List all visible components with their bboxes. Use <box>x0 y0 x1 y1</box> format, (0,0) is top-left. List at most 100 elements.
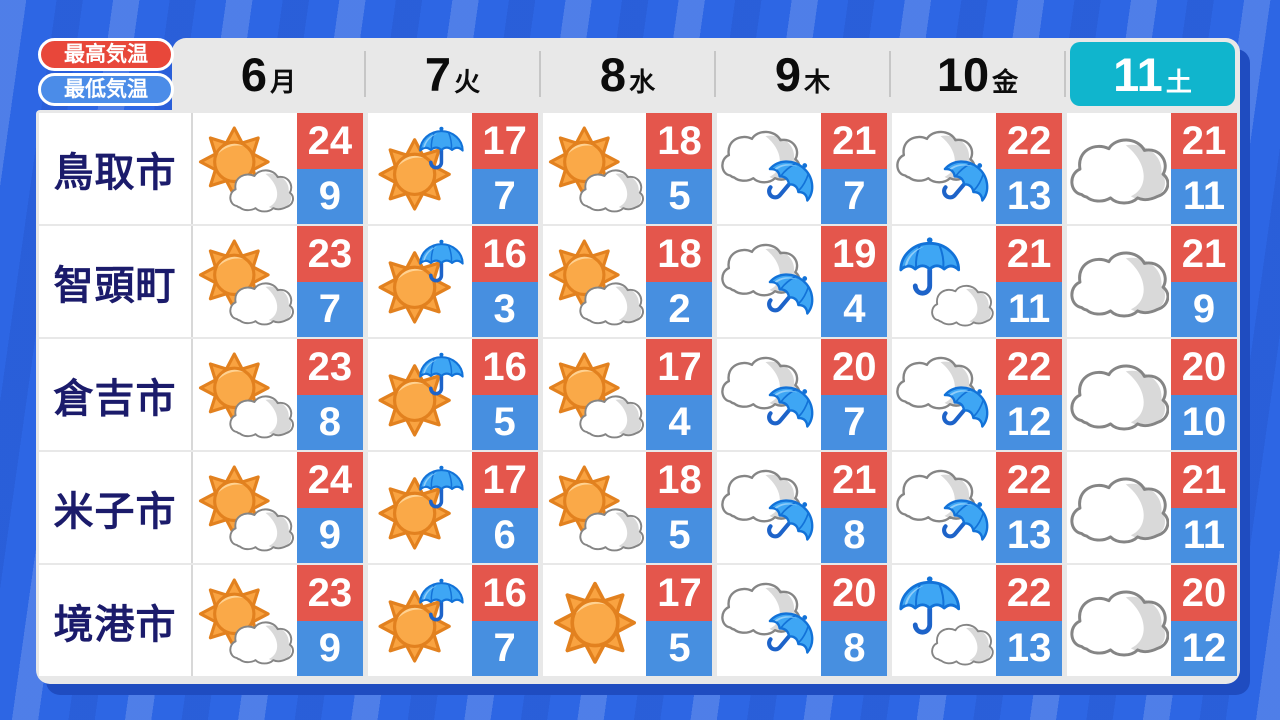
low-temp: 7 <box>471 168 538 224</box>
cloud-icon <box>1069 345 1169 445</box>
low-temp: 7 <box>296 281 363 337</box>
table-row-chizu: 智頭町 23 7 16 3 18 2 19 4 21 11 21 9 <box>39 226 1237 337</box>
forecast-cell: 16 3 <box>367 226 538 337</box>
forecast-cell: 21 9 <box>1067 226 1237 337</box>
umbrella-cloud-icon <box>894 571 994 671</box>
sun-cloud-icon <box>195 232 295 332</box>
sun-umbrella-icon <box>370 458 470 558</box>
high-temp: 20 <box>1170 339 1237 395</box>
sun-icon <box>545 571 645 671</box>
cloud-umbrella-icon <box>719 119 819 219</box>
high-temp: 19 <box>821 226 888 282</box>
low-temp-legend-badge: 最低気温 <box>38 73 174 106</box>
table-row-sakaiminato: 境港市 23 9 16 7 17 5 20 8 22 13 20 12 <box>39 565 1237 676</box>
sun-cloud-icon <box>195 571 295 671</box>
low-temp: 8 <box>821 507 888 563</box>
forecast-cell: 17 5 <box>542 565 713 676</box>
high-temp: 21 <box>996 226 1063 282</box>
forecast-cell: 22 13 <box>892 565 1063 676</box>
forecast-cell: 18 5 <box>542 452 713 563</box>
forecast-cell: 23 8 <box>193 339 363 450</box>
date-header-fri: 10 金 <box>889 38 1065 110</box>
date-header-sat: 11 土 <box>1064 38 1240 110</box>
forecast-cell: 21 7 <box>717 113 888 224</box>
cloud-umbrella-icon <box>719 232 819 332</box>
high-temp: 18 <box>646 226 713 282</box>
low-temp: 3 <box>471 281 538 337</box>
forecast-cell: 20 7 <box>717 339 888 450</box>
sun-cloud-icon <box>195 119 295 219</box>
legend: 最高気温 最低気温 <box>38 38 174 106</box>
high-temp: 20 <box>1170 565 1237 621</box>
forecast-cell: 19 4 <box>717 226 888 337</box>
forecast-cell: 23 7 <box>193 226 363 337</box>
sun-cloud-icon <box>195 458 295 558</box>
low-temp: 9 <box>296 168 363 224</box>
forecast-cell: 21 11 <box>1067 113 1237 224</box>
high-temp: 24 <box>296 452 363 508</box>
cloud-umbrella-icon <box>719 345 819 445</box>
table-row-yonago: 米子市 24 9 17 6 18 5 21 8 22 13 21 11 <box>39 452 1237 563</box>
high-temp: 22 <box>996 452 1063 508</box>
high-temp: 21 <box>1170 452 1237 508</box>
table-row-kurayoshi: 倉吉市 23 8 16 5 17 4 20 7 22 12 20 10 <box>39 339 1237 450</box>
cloud-umbrella-icon <box>719 571 819 671</box>
high-temp: 20 <box>821 339 888 395</box>
high-temp: 21 <box>1170 226 1237 282</box>
sun-umbrella-icon <box>370 232 470 332</box>
high-temp: 21 <box>821 452 888 508</box>
forecast-cell: 17 4 <box>542 339 713 450</box>
table-row-tottori: 鳥取市 24 9 17 7 18 5 21 7 22 13 21 11 <box>39 113 1237 224</box>
low-temp: 2 <box>646 281 713 337</box>
forecast-cell: 20 10 <box>1067 339 1237 450</box>
cloud-icon <box>1069 119 1169 219</box>
low-temp: 6 <box>471 507 538 563</box>
city-label: 倉吉市 <box>39 339 193 450</box>
cloud-umbrella-icon <box>894 458 994 558</box>
sun-umbrella-icon <box>370 119 470 219</box>
sun-umbrella-icon <box>370 571 470 671</box>
high-temp: 23 <box>296 226 363 282</box>
low-temp: 11 <box>1170 507 1237 563</box>
high-temp: 16 <box>471 565 538 621</box>
forecast-cell: 22 13 <box>892 452 1063 563</box>
forecast-cell: 16 7 <box>367 565 538 676</box>
low-temp: 9 <box>296 507 363 563</box>
high-temp: 24 <box>296 113 363 169</box>
forecast-cell: 20 12 <box>1067 565 1237 676</box>
low-temp: 5 <box>471 394 538 450</box>
low-temp: 5 <box>646 507 713 563</box>
high-temp: 18 <box>646 452 713 508</box>
low-temp: 8 <box>296 394 363 450</box>
high-temp: 21 <box>821 113 888 169</box>
high-temp: 17 <box>471 113 538 169</box>
high-temp: 17 <box>646 565 713 621</box>
cloud-umbrella-icon <box>894 345 994 445</box>
forecast-cell: 18 2 <box>542 226 713 337</box>
high-temp: 22 <box>996 565 1063 621</box>
low-temp: 10 <box>1170 394 1237 450</box>
low-temp: 12 <box>1170 620 1237 676</box>
low-temp: 7 <box>471 620 538 676</box>
sun-cloud-icon <box>545 458 645 558</box>
high-temp: 22 <box>996 339 1063 395</box>
forecast-cell: 16 5 <box>367 339 538 450</box>
low-temp: 13 <box>996 507 1063 563</box>
high-temp: 16 <box>471 226 538 282</box>
umbrella-cloud-icon <box>894 232 994 332</box>
sun-cloud-icon <box>545 119 645 219</box>
sun-cloud-icon <box>545 232 645 332</box>
forecast-cell: 18 5 <box>542 113 713 224</box>
low-temp: 5 <box>646 620 713 676</box>
forecast-cell: 24 9 <box>193 113 363 224</box>
forecast-body: 鳥取市 24 9 17 7 18 5 21 7 22 13 21 11 智頭町 23 7 16… <box>36 110 1240 684</box>
sun-umbrella-icon <box>370 345 470 445</box>
low-temp: 9 <box>296 620 363 676</box>
city-label: 米子市 <box>39 452 193 563</box>
high-temp: 18 <box>646 113 713 169</box>
city-label: 境港市 <box>39 565 193 676</box>
